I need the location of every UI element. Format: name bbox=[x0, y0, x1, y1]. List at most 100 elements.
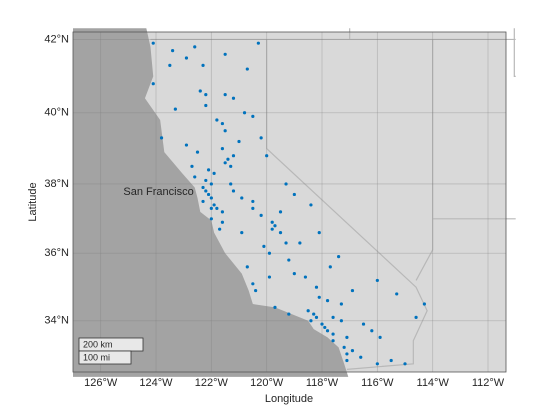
data-point bbox=[231, 189, 236, 193]
data-point bbox=[201, 185, 205, 190]
data-point bbox=[328, 265, 332, 269]
y-tick-label: 36°N bbox=[44, 247, 69, 259]
data-point bbox=[218, 227, 222, 231]
y-tick-label: 34°N bbox=[44, 315, 69, 327]
data-point bbox=[223, 161, 227, 165]
y-tick-label: 42°N bbox=[44, 33, 69, 45]
data-point bbox=[273, 305, 277, 309]
data-point bbox=[345, 352, 349, 356]
data-point bbox=[325, 329, 330, 333]
data-point bbox=[262, 244, 266, 248]
data-point bbox=[240, 196, 244, 200]
map-frame bbox=[72, 31, 507, 373]
data-point bbox=[251, 199, 255, 204]
data-point bbox=[204, 103, 208, 108]
data-point bbox=[215, 206, 219, 210]
data-point bbox=[325, 299, 330, 303]
data-point bbox=[342, 345, 346, 349]
data-point bbox=[284, 182, 288, 186]
data-point bbox=[317, 295, 321, 299]
x-tick-label: 120°W bbox=[250, 377, 284, 389]
ocean bbox=[73, 28, 349, 377]
data-point bbox=[229, 182, 233, 186]
data-point bbox=[375, 278, 379, 283]
data-point bbox=[331, 339, 335, 343]
data-point bbox=[287, 258, 291, 262]
data-point bbox=[309, 319, 313, 323]
data-point bbox=[209, 182, 213, 186]
data-point bbox=[173, 107, 177, 111]
data-point bbox=[298, 241, 302, 245]
data-point bbox=[403, 362, 407, 366]
data-point bbox=[309, 203, 313, 207]
data-point bbox=[151, 82, 155, 86]
data-point bbox=[201, 63, 205, 67]
x-tick-label: 118°W bbox=[306, 377, 339, 389]
data-point bbox=[359, 355, 363, 359]
data-point bbox=[206, 192, 211, 197]
data-point bbox=[339, 302, 343, 306]
x-tick-label: 126°W bbox=[84, 377, 118, 389]
data-point bbox=[223, 93, 227, 97]
data-point bbox=[168, 63, 172, 67]
data-point bbox=[209, 206, 213, 210]
data-point bbox=[171, 48, 175, 53]
data-point bbox=[220, 121, 225, 126]
data-point bbox=[212, 203, 216, 207]
x-tick-label: 124°W bbox=[139, 377, 173, 389]
data-point bbox=[422, 302, 426, 306]
data-point bbox=[204, 93, 208, 97]
data-point bbox=[345, 335, 349, 339]
data-point bbox=[273, 224, 277, 228]
data-point bbox=[195, 150, 200, 154]
data-point bbox=[220, 220, 225, 224]
data-point bbox=[223, 52, 227, 56]
data-point bbox=[331, 332, 335, 336]
data-point bbox=[240, 231, 244, 235]
data-point bbox=[184, 143, 189, 147]
grid bbox=[73, 32, 506, 372]
scale-label: 200 km bbox=[83, 339, 113, 349]
x-tick-label: 122°W bbox=[195, 377, 229, 389]
state-border bbox=[266, 39, 428, 370]
data-point bbox=[378, 335, 382, 339]
data-point bbox=[317, 231, 321, 235]
data-point bbox=[259, 213, 263, 217]
data-point bbox=[350, 349, 355, 353]
data-point bbox=[229, 164, 233, 168]
data-point bbox=[339, 319, 343, 323]
data-point bbox=[220, 210, 225, 214]
data-point bbox=[306, 309, 310, 313]
data-point bbox=[242, 111, 247, 115]
data-point bbox=[395, 292, 399, 296]
data-point bbox=[278, 231, 283, 235]
data-point bbox=[245, 265, 249, 269]
data-point bbox=[215, 118, 219, 122]
data-point bbox=[270, 220, 274, 224]
y-tick-label: 40°N bbox=[44, 107, 69, 119]
data-point bbox=[209, 196, 213, 200]
data-point bbox=[292, 272, 296, 276]
y-axis-label: Latitude bbox=[27, 182, 39, 221]
data-point bbox=[259, 136, 263, 140]
data-point bbox=[220, 147, 225, 151]
state-border bbox=[513, 28, 516, 77]
data-point bbox=[159, 136, 164, 140]
data-point bbox=[206, 168, 211, 172]
points bbox=[151, 41, 426, 366]
data-point bbox=[254, 288, 258, 293]
data-point bbox=[226, 157, 230, 161]
y-tick-label: 38°N bbox=[44, 178, 69, 190]
x-tick-label: 112°W bbox=[472, 377, 505, 389]
scale-bar-mi bbox=[78, 350, 132, 365]
data-point bbox=[251, 282, 255, 286]
data-point bbox=[193, 45, 197, 49]
data-point bbox=[204, 189, 208, 193]
data-point bbox=[345, 358, 349, 363]
data-point bbox=[231, 96, 236, 100]
basemap bbox=[73, 28, 516, 377]
data-point bbox=[375, 362, 379, 366]
data-point bbox=[184, 56, 189, 60]
state-border bbox=[415, 39, 434, 281]
